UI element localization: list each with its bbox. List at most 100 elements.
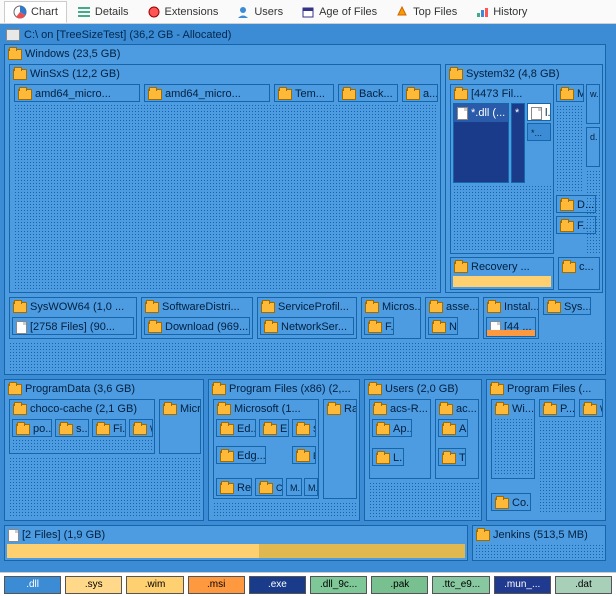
box-recovery[interactable]: Recovery ... (450, 257, 554, 290)
box-p[interactable]: P... (539, 399, 575, 417)
tab-users[interactable]: Users (228, 2, 291, 22)
box-networkser[interactable]: NetworkSer... (260, 317, 354, 335)
box-download[interactable]: Download (969... (144, 317, 250, 335)
tab-chart[interactable]: Chart (4, 1, 67, 23)
box-instal[interactable]: Instal... [44 ... (483, 297, 539, 339)
box-softdist[interactable]: SoftwareDistri... Download (969... (141, 297, 253, 339)
box-micros[interactable]: Micros... F. (361, 297, 421, 339)
box-system32[interactable]: System32 (4,8 GB) [4473 Fil... *.dll (..… (445, 64, 603, 293)
box-jenkins[interactable]: Jenkins (513,5 MB) (472, 525, 606, 561)
file-icon (16, 321, 27, 334)
folder-icon (212, 384, 226, 395)
folder-icon (449, 69, 463, 80)
legend-exe[interactable]: .exe (249, 576, 306, 594)
box-sys[interactable]: Sys... (543, 297, 591, 315)
top-icon (395, 5, 409, 19)
tab-age[interactable]: Age of Files (293, 2, 385, 22)
folder-icon (18, 89, 32, 100)
legend-dll9c[interactable]: .dll_9c... (310, 576, 367, 594)
folder-icon (163, 404, 177, 415)
legend-dll[interactable]: .dll (4, 576, 61, 594)
folder-icon (432, 322, 446, 333)
box-fi[interactable]: Fi... (92, 419, 126, 437)
box-progfilesx86[interactable]: Program Files (x86) (2,... Microsoft (1.… (208, 379, 360, 521)
legend-pak[interactable]: .pak (371, 576, 428, 594)
box-a[interactable]: a... (402, 84, 438, 102)
box-wi[interactable]: Wi... (491, 399, 535, 479)
tab-topfiles[interactable]: Top Files (387, 2, 465, 22)
box-n[interactable]: N (428, 317, 458, 335)
legend-mun[interactable]: .mun_... (494, 576, 551, 594)
box-c2[interactable]: C... (255, 478, 283, 496)
box-tem[interactable]: Tem... (274, 84, 334, 102)
box-ra[interactable]: Ra... (323, 399, 357, 499)
box-w[interactable]: w. (586, 84, 600, 124)
legend-dat[interactable]: .dat (555, 576, 612, 594)
box-micr[interactable]: Micr... (159, 399, 201, 454)
folder-icon (13, 302, 27, 313)
folder-icon (543, 404, 557, 415)
path-bar[interactable]: C:\ on [TreeSizeTest] (36,2 GB - Allocat… (2, 26, 614, 44)
folder-icon (368, 384, 382, 395)
box-2files[interactable]: [2 Files] (1,9 GB) (4, 525, 468, 561)
box-44[interactable]: [44 ... (486, 317, 536, 337)
box-re[interactable]: Re... (216, 478, 252, 496)
box-ed[interactable]: Ed... (216, 419, 256, 437)
box-t[interactable]: T... (438, 448, 466, 466)
box-star2[interactable]: *... (527, 123, 551, 141)
box-4473[interactable]: [4473 Fil... *.dll (... * l... *... (450, 84, 554, 254)
box-a2[interactable]: A... (438, 419, 468, 437)
box-co[interactable]: Co... (491, 493, 531, 511)
box-programdata[interactable]: ProgramData (3,6 GB) choco-cache (2,1 GB… (4, 379, 204, 521)
box-m[interactable]: M... (556, 84, 584, 102)
box-serviceprofile[interactable]: ServiceProfil... NetworkSer... (257, 297, 357, 339)
box-l2[interactable]: L... (372, 448, 404, 466)
box-po[interactable]: po... (12, 419, 52, 437)
box-w2[interactable]: W. (129, 419, 153, 437)
folder-icon (562, 262, 576, 273)
box-star[interactable]: * (511, 103, 525, 183)
folder-icon (220, 451, 234, 462)
box-progfiles[interactable]: Program Files (... Wi... P... W. Co... (486, 379, 606, 521)
box-f2[interactable]: F. (364, 317, 394, 335)
tab-extensions[interactable]: Extensions (139, 2, 227, 22)
box-chococache[interactable]: choco-cache (2,1 GB) po... s... Fi... W. (9, 399, 155, 454)
tab-details[interactable]: Details (69, 2, 137, 22)
box-2758[interactable]: [2758 Files] (90... (12, 317, 134, 335)
box-l[interactable]: l... (527, 103, 551, 121)
box-ac[interactable]: ac... A... T... (435, 399, 479, 479)
box-syswow64[interactable]: SysWOW64 (1,0 ... [2758 Files] (90... (9, 297, 137, 339)
box-st[interactable]: St... (292, 419, 316, 437)
box-b[interactable]: B (292, 446, 316, 464)
box-amd2[interactable]: amd64_micro... (144, 84, 270, 102)
box-m2[interactable]: M. (286, 478, 302, 496)
box-m3[interactable]: M. (304, 478, 318, 496)
box-ed2[interactable]: E... (259, 419, 289, 437)
ext-icon (147, 5, 161, 19)
box-dllstar[interactable]: *.dll (... (453, 103, 509, 183)
tabs-bar: Chart Details Extensions Users Age of Fi… (0, 0, 616, 24)
tab-history[interactable]: History (467, 2, 535, 22)
box-amd1[interactable]: amd64_micro... (14, 84, 140, 102)
box-winsxs[interactable]: WinSxS (12,2 GB) amd64_micro... amd64_mi… (9, 64, 441, 293)
box-windows[interactable]: Windows (23,5 GB) WinSxS (12,2 GB) amd64… (4, 44, 606, 375)
cal-icon (301, 5, 315, 19)
legend-sys[interactable]: .sys (65, 576, 122, 594)
box-c[interactable]: c... (558, 257, 600, 290)
box-ap[interactable]: Ap... (372, 419, 412, 437)
tab-label: Top Files (413, 6, 457, 18)
box-asse[interactable]: asse... N (425, 297, 479, 339)
legend-ttc[interactable]: .ttc_e9... (432, 576, 489, 594)
folder-icon (429, 302, 443, 313)
legend-wim[interactable]: .wim (126, 576, 183, 594)
folder-icon (376, 453, 390, 464)
box-edg[interactable]: Edg... (216, 446, 266, 464)
box-acsr[interactable]: acs-R... Ap... L... (369, 399, 431, 479)
box-s[interactable]: s... (55, 419, 89, 437)
box-back[interactable]: Back... (338, 84, 398, 102)
box-d[interactable]: d. (586, 127, 600, 167)
box-w3[interactable]: W. (579, 399, 603, 417)
box-microsoft1[interactable]: Microsoft (1... Ed... E... St... Edg... … (213, 399, 319, 499)
legend-msi[interactable]: .msi (188, 576, 245, 594)
box-users[interactable]: Users (2,0 GB) acs-R... Ap... L... ac...… (364, 379, 482, 521)
